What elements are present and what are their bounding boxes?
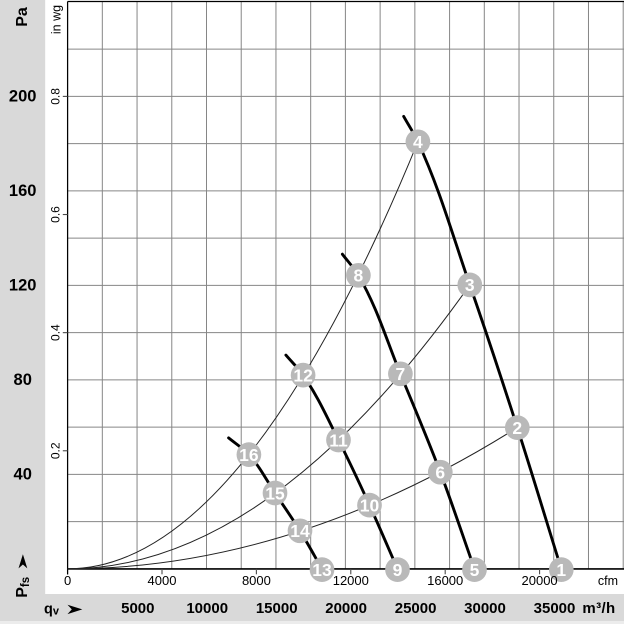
svg-text:14: 14 <box>290 521 310 541</box>
svg-text:35000: 35000 <box>534 600 576 617</box>
svg-text:15000: 15000 <box>256 600 298 617</box>
svg-text:4: 4 <box>413 132 423 152</box>
svg-text:0.8: 0.8 <box>48 88 62 105</box>
svg-text:4000: 4000 <box>148 573 177 588</box>
svg-text:8000: 8000 <box>242 573 271 588</box>
svg-text:160: 160 <box>9 182 37 200</box>
svg-text:0.2: 0.2 <box>49 442 63 459</box>
svg-text:80: 80 <box>14 371 32 389</box>
svg-text:10: 10 <box>360 495 380 515</box>
svg-text:8: 8 <box>354 266 364 286</box>
svg-text:3: 3 <box>465 275 475 295</box>
svg-text:20000: 20000 <box>325 600 367 617</box>
svg-text:15: 15 <box>265 483 285 503</box>
svg-text:m³/h: m³/h <box>582 600 615 617</box>
svg-text:40: 40 <box>14 466 32 484</box>
svg-text:10000: 10000 <box>186 600 228 617</box>
svg-text:7: 7 <box>396 364 406 384</box>
svg-text:Pa: Pa <box>14 7 31 27</box>
svg-text:1: 1 <box>556 560 566 580</box>
svg-text:5000: 5000 <box>121 600 154 617</box>
svg-text:12000: 12000 <box>333 573 369 588</box>
svg-text:0: 0 <box>64 573 71 588</box>
svg-text:200: 200 <box>9 88 37 106</box>
svg-text:5: 5 <box>470 560 480 580</box>
svg-text:30000: 30000 <box>464 600 506 617</box>
svg-text:11: 11 <box>329 430 348 450</box>
svg-text:6: 6 <box>435 463 445 483</box>
svg-text:qv: qv <box>44 602 60 618</box>
svg-text:13: 13 <box>312 560 332 580</box>
svg-text:20000: 20000 <box>522 573 558 588</box>
svg-text:25000: 25000 <box>395 600 437 617</box>
svg-text:2: 2 <box>512 418 522 438</box>
svg-text:16000: 16000 <box>427 573 463 588</box>
svg-text:0.4: 0.4 <box>49 324 63 341</box>
svg-text:16: 16 <box>239 445 259 465</box>
svg-text:120: 120 <box>9 277 37 295</box>
svg-text:0.6: 0.6 <box>48 206 62 223</box>
svg-text:in wg: in wg <box>50 5 64 34</box>
svg-text:9: 9 <box>393 560 403 580</box>
svg-text:12: 12 <box>293 365 313 385</box>
svg-text:cfm: cfm <box>598 574 618 588</box>
